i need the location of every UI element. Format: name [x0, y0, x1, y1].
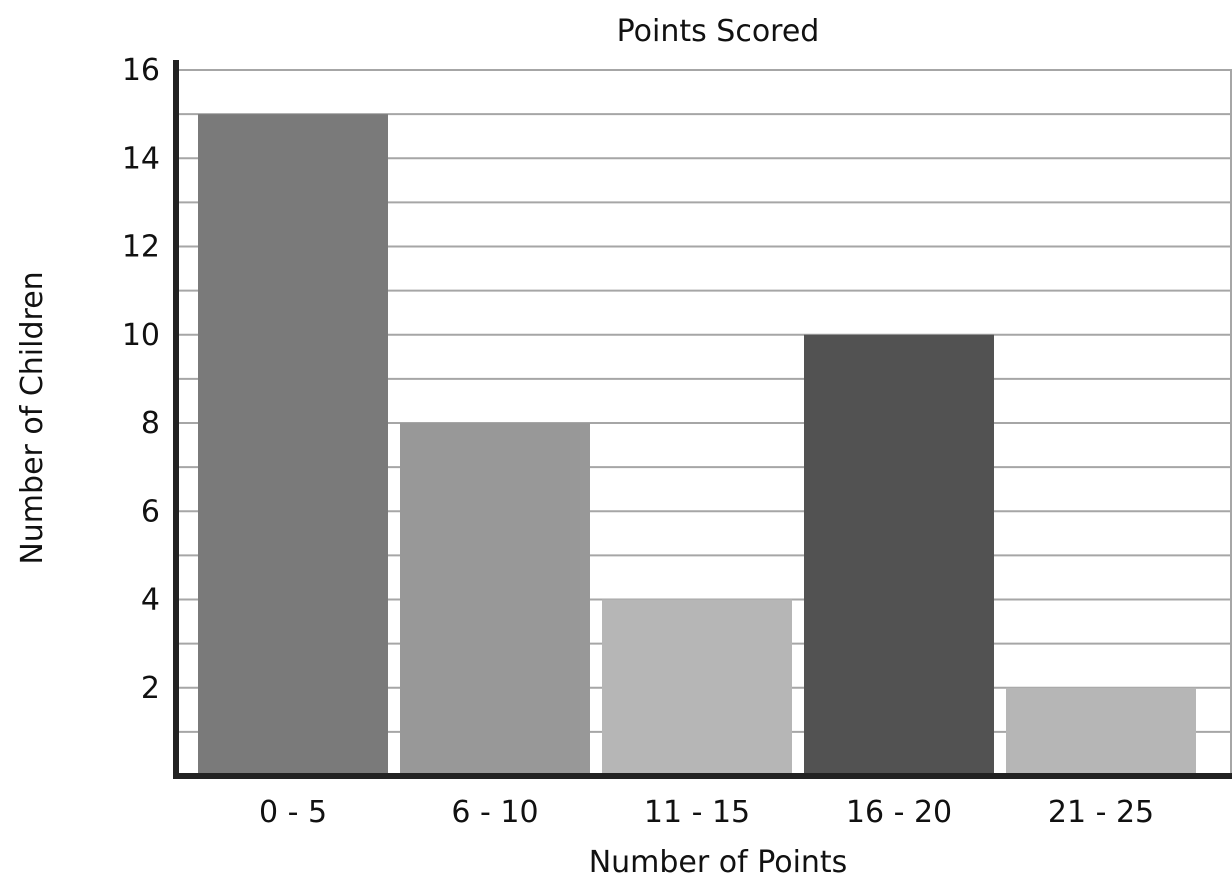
axes: [173, 60, 1232, 779]
x-tick-label: 0 - 5: [259, 795, 327, 830]
chart-title: Points Scored: [617, 14, 820, 49]
bar: [602, 599, 792, 776]
x-tick-labels: 0 - 5 6 - 10 11 - 15 16 - 20 21 - 25: [259, 795, 1154, 830]
y-tick-label: 10: [122, 318, 160, 353]
bars: [198, 114, 1196, 776]
bar: [804, 334, 994, 776]
x-tick-label: 6 - 10: [451, 795, 538, 830]
x-tick-label: 21 - 25: [1048, 795, 1154, 830]
bar: [198, 114, 388, 776]
y-tick-label: 16: [122, 53, 160, 88]
y-axis-title: Number of Children: [15, 271, 50, 564]
bar: [1006, 687, 1196, 776]
x-tick-label: 11 - 15: [644, 795, 750, 830]
y-tick-label: 14: [122, 141, 160, 176]
y-tick-label: 4: [141, 583, 160, 618]
x-tick-label: 16 - 20: [846, 795, 952, 830]
bar: [400, 423, 590, 776]
y-tick-label: 12: [122, 230, 160, 265]
y-tick-label: 2: [141, 671, 160, 706]
y-tick-labels: 2 4 6 8 10 12 14 16: [122, 53, 160, 706]
y-tick-label: 6: [141, 494, 160, 529]
x-axis-title: Number of Points: [589, 845, 848, 880]
y-tick-label: 8: [141, 406, 160, 441]
